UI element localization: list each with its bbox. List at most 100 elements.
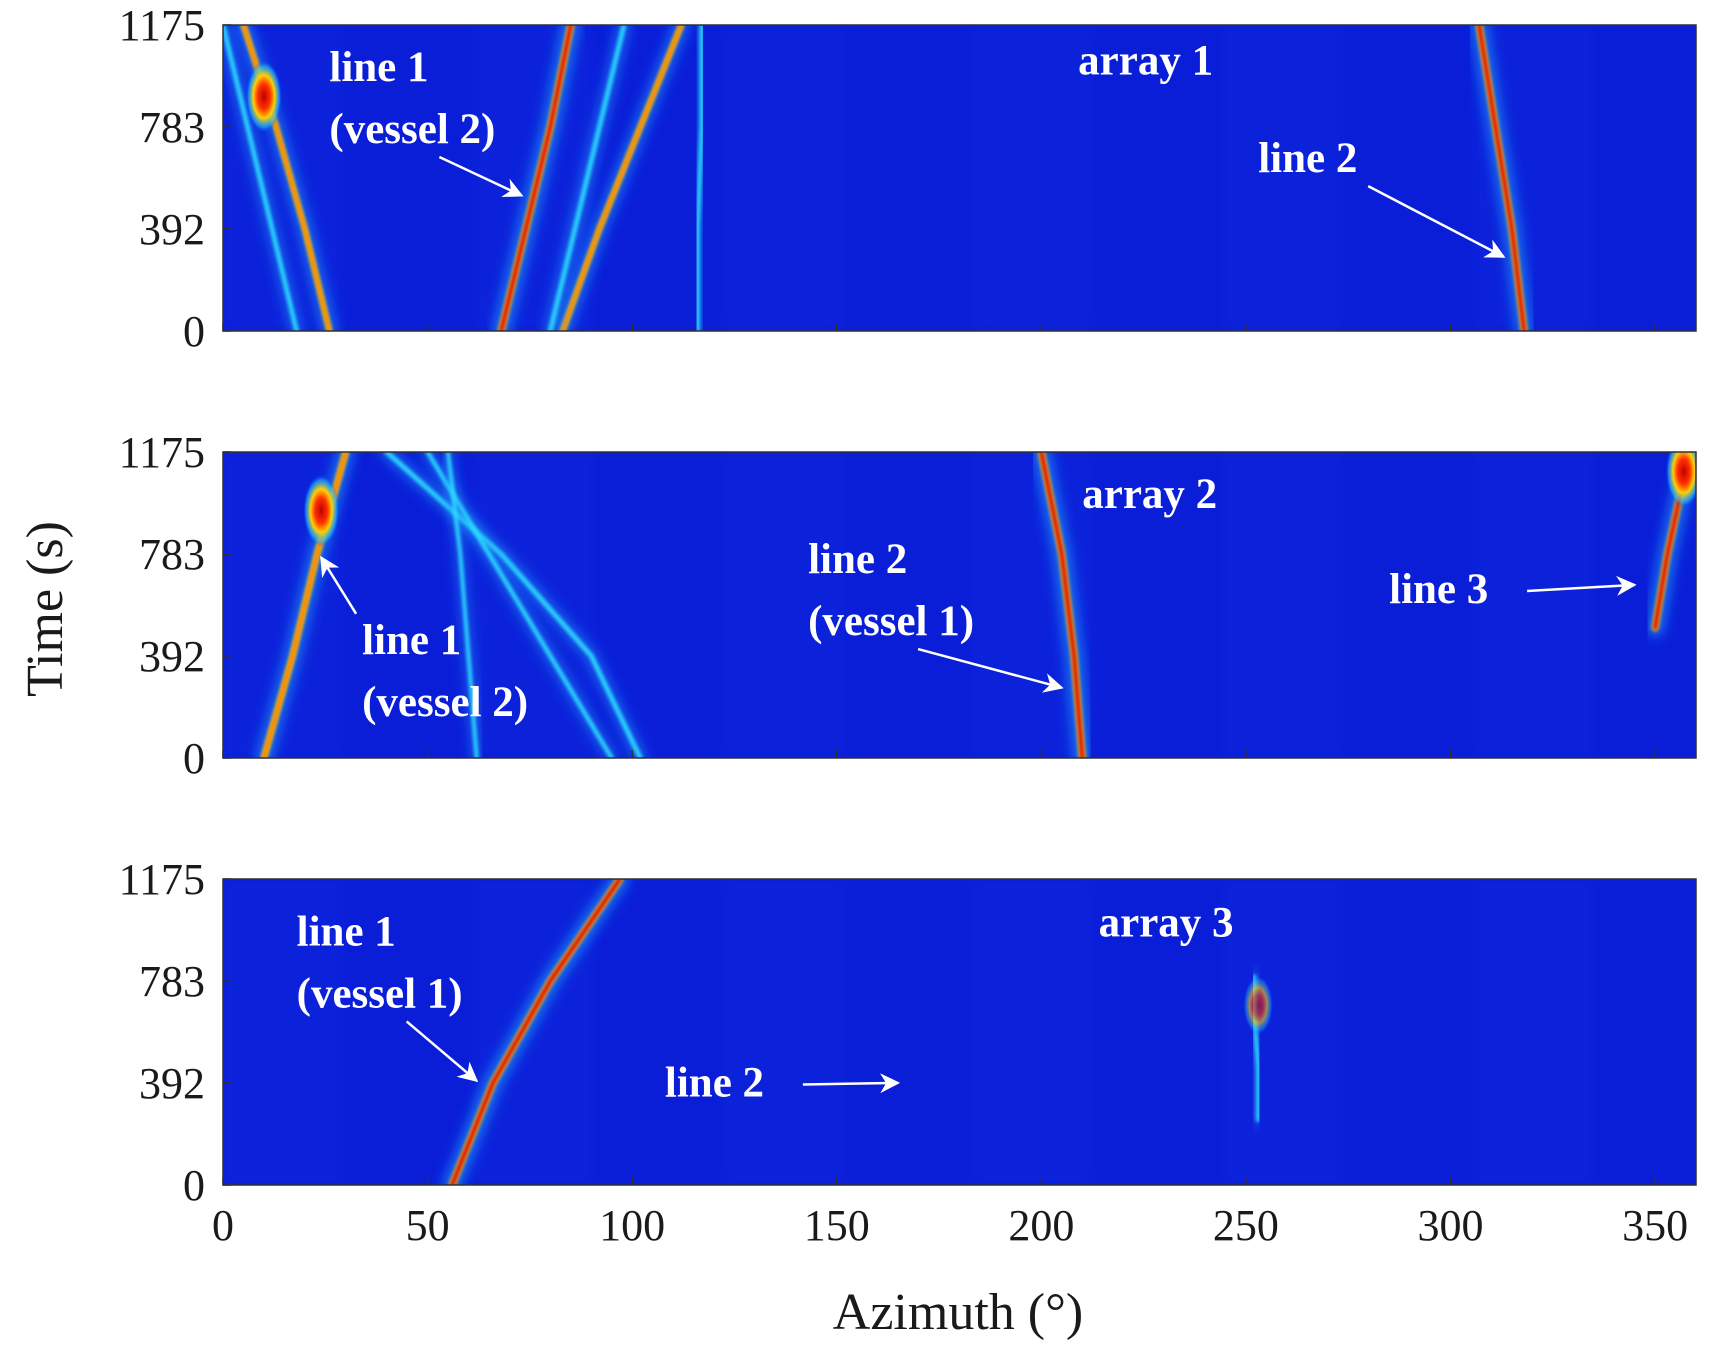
annotation: array 1 (1078, 37, 1213, 84)
panel-1: 0 392 783 1175 (119, 1, 1697, 356)
x-tick-label: 0 (212, 1201, 234, 1250)
y-tick-label: 392 (139, 1059, 205, 1108)
panels: 0 392 783 1175 0 392 783 1175 0 392 783 1175 line 1 (… (119, 1, 1697, 1210)
background-texture (473, 879, 593, 1185)
track-6 (442, 452, 483, 758)
track-core (1039, 452, 1085, 758)
background-texture (1473, 452, 1593, 758)
background-texture (1473, 879, 1593, 1185)
annotation-arrow (917, 647, 1064, 693)
y-tick-label: 0 (183, 307, 205, 356)
x-tick-label: 300 (1418, 1201, 1484, 1250)
heatmap-background (223, 25, 1696, 331)
track-core (561, 25, 683, 331)
panel-frame (222, 451, 1697, 759)
background-texture (1223, 452, 1343, 758)
panel-frame (222, 24, 1697, 332)
y-tick-label: 783 (139, 957, 205, 1006)
y-tick-label: 392 (139, 632, 205, 681)
track-mid (223, 25, 300, 331)
x-tick-label: 250 (1213, 1201, 1279, 1250)
plot-area (223, 25, 1696, 331)
y-tick-label: 1175 (119, 428, 205, 477)
annotation-arrow (405, 1020, 479, 1083)
track-6 (543, 25, 631, 331)
background-texture (1223, 879, 1343, 1185)
track-2 (1470, 25, 1533, 331)
track-core (450, 879, 622, 1185)
y-tick-label: 0 (183, 1161, 205, 1210)
hotspot-1 (245, 60, 282, 133)
annotation-arrow (438, 155, 524, 197)
annotation: line 2 (665, 1059, 901, 1106)
annotation-label: (vessel 1) (297, 970, 463, 1017)
track-core (499, 25, 573, 331)
annotation-label: (vessel 2) (329, 106, 495, 153)
track-mid (384, 452, 643, 758)
background-texture (973, 25, 1093, 331)
background-texture (723, 452, 843, 758)
plot-area (223, 452, 1696, 758)
x-tick-label: 150 (804, 1201, 870, 1250)
track-core (1477, 25, 1526, 331)
background-texture (473, 452, 593, 758)
background-texture (973, 879, 1093, 1185)
annotation-label: array 1 (1078, 37, 1213, 84)
annotation-label: line 1 (297, 908, 396, 955)
track-2 (1032, 452, 1092, 758)
annotation-label: array 3 (1099, 899, 1234, 946)
annotation-arrow (1367, 185, 1506, 258)
track-1 (492, 25, 580, 331)
plot-area (223, 879, 1696, 1185)
annotation-label: line 2 (808, 536, 907, 583)
track-7 (691, 25, 708, 331)
annotation-label: line 2 (1258, 135, 1357, 182)
annotation: array 3 (1099, 899, 1234, 946)
track-mid (445, 452, 479, 758)
annotation: line 1 (vessel 1) (297, 908, 479, 1083)
annotation: line 1 (vessel 2) (320, 555, 528, 726)
y-tick-label: 0 (183, 734, 205, 783)
background-texture (223, 879, 343, 1185)
background-texture (723, 879, 843, 1185)
y-tick-label: 1175 (119, 855, 205, 904)
track-mid (547, 25, 627, 331)
annotation: array 2 (1082, 471, 1217, 518)
annotation-label: line 3 (1389, 566, 1488, 613)
x-tick-label: 100 (599, 1201, 665, 1250)
track-mid (695, 25, 704, 331)
annotation: line 1 (vessel 2) (329, 44, 524, 197)
annotation-arrow (802, 1073, 901, 1094)
background-texture (1223, 25, 1343, 331)
panel-frame (222, 878, 1697, 1186)
x-tick-label: 200 (1008, 1201, 1074, 1250)
annotation-arrow (320, 555, 358, 615)
background-texture (723, 25, 843, 331)
annotation-label: array 2 (1082, 471, 1217, 518)
x-tick-label: 350 (1622, 1201, 1688, 1250)
y-tick-label: 783 (139, 530, 205, 579)
y-tick-label: 1175 (119, 1, 205, 50)
hotspot-1 (303, 474, 340, 547)
annotation: line 2 (1258, 135, 1506, 258)
hotspot-2 (1665, 452, 1696, 508)
annotation: line 2 (vessel 1) (808, 536, 1064, 693)
y-tick-label: 392 (139, 205, 205, 254)
track-1 (443, 879, 629, 1185)
y-tick-label: 783 (139, 103, 205, 152)
track-4 (380, 452, 647, 758)
panel-2: 0 392 783 1175 (119, 428, 1697, 783)
hotspot-1 (1243, 975, 1273, 1035)
y-axis-label: Time (s) (17, 521, 74, 697)
annotation: line 3 (1389, 566, 1637, 613)
track-5 (223, 25, 303, 331)
panel-3: 0 392 783 1175 (119, 855, 1697, 1210)
annotation-arrow (1527, 575, 1637, 596)
x-tick-label: 50 (406, 1201, 450, 1250)
track-3 (555, 25, 689, 331)
x-axis: 0 50 100 150 200 250 300 350 (212, 1201, 1688, 1250)
x-axis-label: Azimuth (°) (833, 1284, 1083, 1341)
annotation-label: (vessel 2) (362, 679, 528, 726)
